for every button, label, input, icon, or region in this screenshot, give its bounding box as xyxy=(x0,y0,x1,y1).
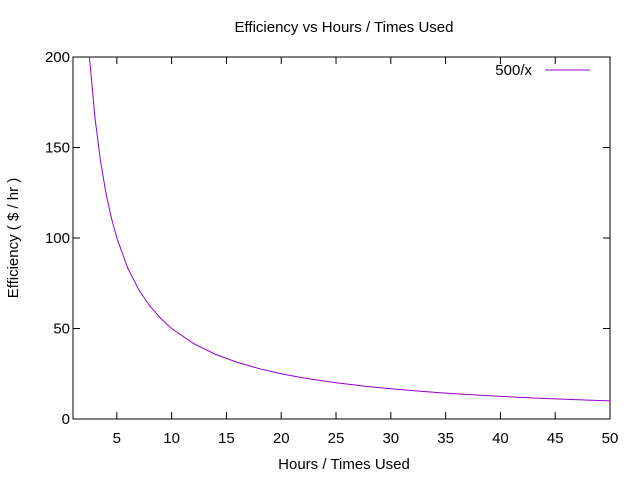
plot-frame xyxy=(72,56,611,420)
chart-title: Efficiency vs Hours / Times Used xyxy=(235,19,454,36)
x-tick-label: 5 xyxy=(113,430,121,447)
data-point xyxy=(258,368,260,370)
data-point xyxy=(116,237,118,239)
x-tick-label: 45 xyxy=(547,430,564,447)
y-tick-label: 0 xyxy=(62,411,70,428)
data-point xyxy=(149,305,151,307)
x-tick-label: 50 xyxy=(602,430,619,447)
plot-area xyxy=(88,56,611,402)
data-point xyxy=(171,328,173,329)
data-point xyxy=(477,394,479,396)
data-point xyxy=(138,289,140,291)
data-point xyxy=(94,116,96,118)
y-tick-label: 150 xyxy=(45,140,70,157)
x-tick-label: 15 xyxy=(218,430,235,447)
y-tick-label: 50 xyxy=(53,321,70,338)
data-point xyxy=(423,390,425,392)
data-point xyxy=(214,353,216,355)
data-point xyxy=(532,397,534,399)
x-tick-label: 30 xyxy=(382,430,399,447)
data-point xyxy=(127,267,129,269)
data-point xyxy=(105,192,107,194)
data-point xyxy=(99,159,101,161)
data-point xyxy=(335,382,337,384)
data-point xyxy=(160,317,162,319)
data-point xyxy=(609,400,611,402)
data-point xyxy=(88,56,90,58)
x-tick-label: 10 xyxy=(163,430,180,447)
data-point xyxy=(302,377,304,379)
data-point xyxy=(390,388,392,390)
series-line xyxy=(88,56,611,402)
x-tick-label: 35 xyxy=(437,430,454,447)
data-point xyxy=(280,373,282,375)
data-point xyxy=(499,395,501,397)
data-point xyxy=(554,398,556,400)
x-tick-label: 25 xyxy=(328,430,345,447)
x-axis-label: Hours / Times Used xyxy=(278,456,410,473)
data-point xyxy=(236,361,238,363)
data-point xyxy=(110,217,112,219)
x-tick-label: 40 xyxy=(492,430,509,447)
y-tick-label: 200 xyxy=(45,49,70,66)
data-point xyxy=(193,343,195,345)
y-tick-label: 100 xyxy=(45,230,70,247)
legend: 500/x xyxy=(495,62,590,79)
legend-label: 500/x xyxy=(495,62,532,79)
axes: 5 10 15 20 25 30 35 40 45 50 0 50 100 150 200 xyxy=(45,49,618,447)
data-point xyxy=(368,386,370,388)
x-tick-label: 20 xyxy=(273,430,290,447)
data-point xyxy=(445,392,447,394)
y-axis-label: Efficiency ( $ / hr ) xyxy=(5,178,22,299)
data-point xyxy=(587,399,589,401)
